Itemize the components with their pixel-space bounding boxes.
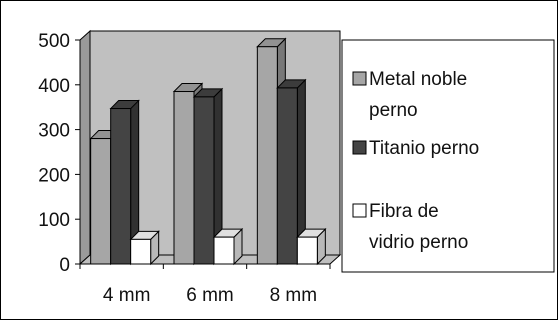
bar-front [276,87,298,265]
bar-front [90,138,112,265]
legend-label: Metal noble [369,69,467,90]
side-wall [79,29,91,266]
legend-swatch [352,140,367,155]
y-axis: 0 100 200 300 400 500 [38,31,81,276]
legend-frame [341,39,555,273]
legend: Metal noble perno Titanio perno Fibra de vid… [341,39,555,273]
bar [296,227,327,266]
y-tick-label: 0 [59,255,70,276]
legend-swatch [352,71,367,86]
legend-item: Titanio perno [352,138,479,159]
bar-front [256,46,278,265]
bar [212,227,244,266]
bar-front [213,236,235,265]
legend-label: vidrio perno [369,232,468,253]
legend-item: Metal noble perno [352,69,467,121]
bar-front [173,91,195,265]
x-tick-label: 8 mm [270,285,318,306]
legend-label: perno [369,100,418,121]
bar-marks [89,37,327,266]
bar-front [193,96,215,265]
legend-item: Fibra de vidrio perno [352,201,468,253]
bar-front [110,108,132,265]
legend-swatch [352,203,367,218]
y-tick-label: 400 [38,76,70,97]
bar [129,230,160,266]
x-tick-label: 4 mm [103,285,151,306]
y-tick-label: 100 [38,210,70,231]
legend-label: Fibra de [369,201,439,222]
y-tick-label: 300 [38,121,70,142]
bar-front [130,238,152,265]
x-tick-label: 6 mm [186,285,234,306]
y-tick-label: 500 [38,31,70,52]
legend-label: Titanio perno [369,138,479,159]
y-tick-label: 200 [38,165,70,186]
bar-front [296,236,318,265]
x-axis: 4 mm 6 mm 8 mm [79,263,331,306]
